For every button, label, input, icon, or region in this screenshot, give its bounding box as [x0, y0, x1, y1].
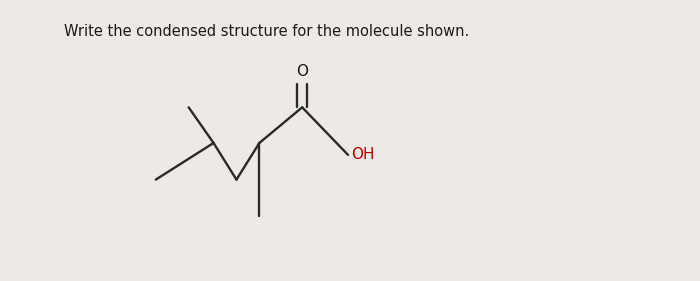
Text: OH: OH	[351, 147, 375, 162]
Text: Write the condensed structure for the molecule shown.: Write the condensed structure for the mo…	[64, 24, 470, 39]
Text: O: O	[296, 64, 308, 80]
